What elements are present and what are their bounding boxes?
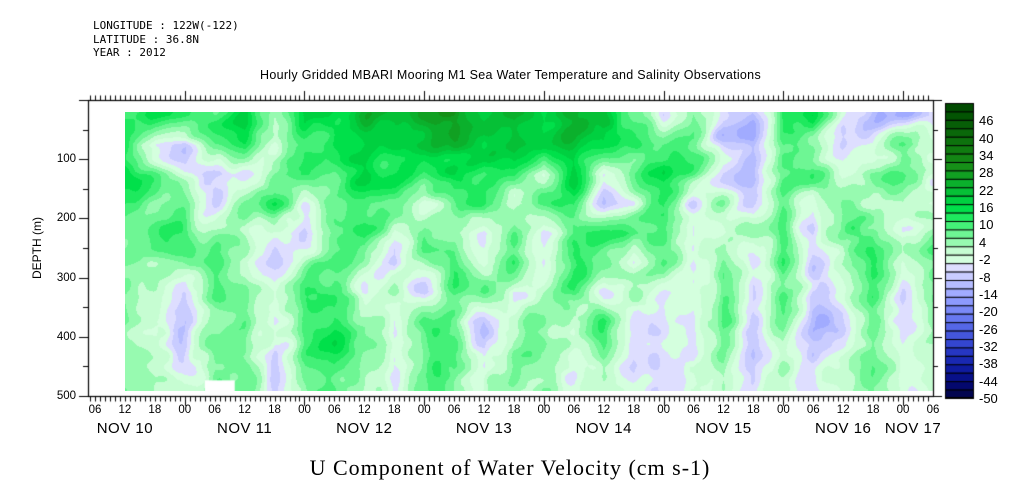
day-label: NOV 11 xyxy=(217,420,273,437)
hour-tick-label: 12 xyxy=(238,404,252,416)
hour-tick-label: 06 xyxy=(447,404,461,416)
colorbar-tick-label: 10 xyxy=(979,217,994,233)
colorbar-tick-label: 16 xyxy=(979,200,994,216)
colorbar-tick-label: 28 xyxy=(979,165,994,181)
hour-tick-label: 12 xyxy=(717,404,730,416)
colorbar-tick-label: 4 xyxy=(979,234,987,250)
hour-tick-label: 06 xyxy=(208,404,222,416)
hour-tick-label: 12 xyxy=(477,404,491,416)
colorbar-tick-label: -44 xyxy=(979,373,998,389)
day-label: NOV 10 xyxy=(96,420,154,437)
hour-tick-label: 06 xyxy=(88,404,102,416)
colorbar-tick-label: -14 xyxy=(979,286,998,302)
hour-tick-label: 18 xyxy=(387,404,401,416)
hour-tick-label: 00 xyxy=(776,404,790,416)
hour-tick-label: 06 xyxy=(806,404,820,416)
day-label: NOV 13 xyxy=(455,420,513,437)
hour-tick-label: 12 xyxy=(836,404,850,416)
colorbar-tick-label: -32 xyxy=(979,338,998,354)
hour-tick-label: 18 xyxy=(747,404,760,416)
day-label: NOV 14 xyxy=(575,420,632,437)
colorbar-tick-label: -8 xyxy=(979,269,991,285)
x-axis-title: U Component of Water Velocity (cm s-1) xyxy=(309,455,711,480)
hour-tick-label: 06 xyxy=(567,404,581,416)
colorbar-tick-label: 46 xyxy=(979,113,994,129)
hour-tick-label: 12 xyxy=(597,404,611,416)
hour-tick-label: 00 xyxy=(298,404,311,416)
colorbar-tick-label: -20 xyxy=(979,304,998,320)
hour-tick-label: 00 xyxy=(417,404,431,416)
hour-tick-label: 18 xyxy=(268,404,281,416)
colorbar-tick-label: -2 xyxy=(979,252,991,268)
hour-tick-label: 18 xyxy=(148,404,162,416)
depth-tick-label: 300 xyxy=(56,271,76,284)
depth-tick-label: 400 xyxy=(56,330,76,343)
hour-tick-label: 18 xyxy=(507,404,521,416)
colorbar-tick-label: -38 xyxy=(979,356,998,372)
day-label: NOV 17 xyxy=(884,420,942,437)
hour-tick-label: 00 xyxy=(896,404,910,416)
hour-tick-label: 00 xyxy=(537,404,551,416)
hour-tick-label: 12 xyxy=(118,404,132,416)
day-label: NOV 16 xyxy=(815,420,872,437)
y-axis-title: DEPTH (m) xyxy=(30,217,44,279)
hour-tick-label: 06 xyxy=(328,404,341,416)
hour-tick-label: 18 xyxy=(627,404,641,416)
colorbar-tick-label: 40 xyxy=(979,130,994,146)
hour-tick-label: 00 xyxy=(178,404,192,416)
colorbar-tick-label: 22 xyxy=(979,182,994,198)
depth-tick-label: 200 xyxy=(56,212,76,225)
hour-tick-label: 06 xyxy=(926,404,940,416)
colorbar-tick-label: 34 xyxy=(979,148,994,164)
hour-tick-label: 12 xyxy=(357,404,371,416)
hour-tick-label: 18 xyxy=(866,404,880,416)
depth-tick-label: 500 xyxy=(56,390,76,402)
hour-tick-label: 00 xyxy=(657,404,671,416)
colorbar-tick-label: -50 xyxy=(979,391,998,406)
depth-tick-label: 100 xyxy=(56,153,76,166)
day-label: NOV 12 xyxy=(336,420,393,437)
hour-tick-label: 06 xyxy=(687,404,700,416)
colorbar-tick-label: -26 xyxy=(979,321,998,337)
day-label: NOV 15 xyxy=(695,420,752,437)
